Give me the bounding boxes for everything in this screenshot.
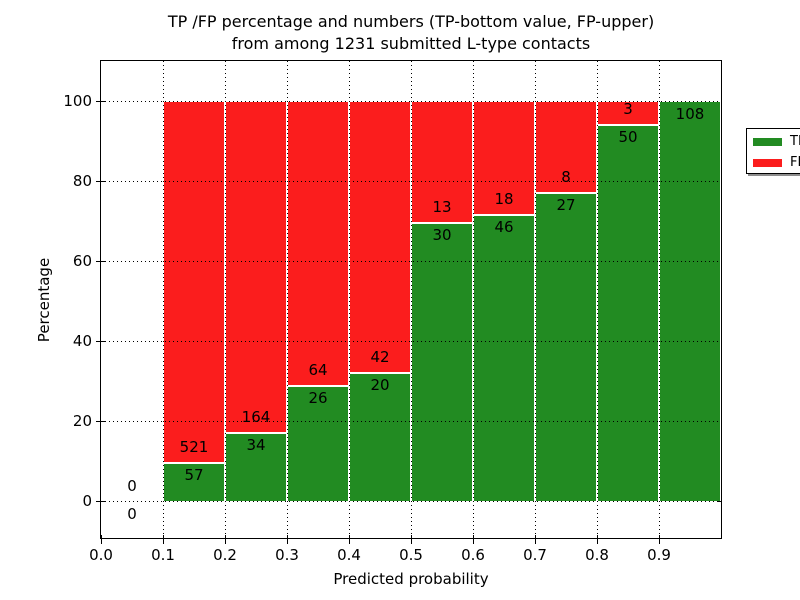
bar-segment-fp xyxy=(473,101,535,214)
y-tick-label: 20 xyxy=(72,412,92,430)
tp-count-label: 20 xyxy=(370,375,390,394)
legend-item-fp: FP xyxy=(753,156,800,170)
y-tick-label: 100 xyxy=(63,92,92,110)
fp-count-label: 0 xyxy=(127,477,137,495)
x-tick-mark xyxy=(225,535,226,544)
plot-area: 0 0 57 521 34 164 26 64 20 42 30 13 46 18 27 8 50 3 108 TP… xyxy=(100,60,800,539)
x-tick-label: 0.7 xyxy=(523,546,547,564)
y-tick-mark xyxy=(96,341,105,342)
fp-count-label: 3 xyxy=(623,99,633,118)
x-tick-label: 0.9 xyxy=(647,546,671,564)
y-tick-mark xyxy=(96,181,105,182)
y-tick-mark xyxy=(96,101,105,102)
tp-count-label: 50 xyxy=(618,127,638,146)
bar-segment-tp xyxy=(225,432,287,501)
tp-count-label: 108 xyxy=(675,105,705,123)
y-axis-label: Percentage xyxy=(35,257,53,343)
tp-count-label: 57 xyxy=(184,465,204,484)
x-tick-mark xyxy=(473,535,474,544)
bar-segment-fp xyxy=(535,101,597,193)
x-tick-label: 0.5 xyxy=(399,546,423,564)
tp-count-label: 30 xyxy=(432,225,452,244)
x-tick-label: 0.0 xyxy=(89,546,113,564)
v-gridline xyxy=(287,61,288,538)
legend-item-tp: TP xyxy=(753,135,800,149)
fp-count-label: 8 xyxy=(561,168,571,187)
bar-segment-tp xyxy=(287,385,349,501)
fp-legend-label: FP xyxy=(790,155,800,170)
y-tick-label: 60 xyxy=(72,252,92,270)
y-tick-label: 40 xyxy=(72,332,92,350)
v-gridline xyxy=(163,61,164,538)
fp-count-label: 18 xyxy=(494,189,514,208)
bar-segment-tp xyxy=(411,221,473,501)
y-tick-mark xyxy=(96,261,105,262)
v-gridline xyxy=(225,61,226,538)
x-tick-mark xyxy=(535,535,536,544)
x-tick-label: 0.2 xyxy=(213,546,237,564)
x-tick-label: 0.6 xyxy=(461,546,485,564)
tp-count-label: 46 xyxy=(494,217,514,236)
x-tick-label: 0.4 xyxy=(337,546,361,564)
v-gridline xyxy=(535,61,536,538)
y-tick-mark xyxy=(96,421,105,422)
bar-segment-tp xyxy=(349,371,411,501)
fp-count-label: 521 xyxy=(179,437,209,456)
fp-legend-swatch xyxy=(753,159,782,167)
bar-segment-fp xyxy=(411,101,473,222)
chart-title-line-1: TP /FP percentage and numbers (TP-bottom… xyxy=(167,12,655,31)
tp-legend-label: TP xyxy=(790,134,800,149)
v-gridline xyxy=(473,61,474,538)
bar-segment-tp xyxy=(597,123,659,501)
tp-count-label: 0 xyxy=(127,505,137,523)
y-tick-label: 80 xyxy=(72,172,92,190)
bar-segment-tp xyxy=(163,461,225,501)
bar-segment-fp xyxy=(287,101,349,386)
tp-legend-swatch xyxy=(753,138,782,146)
fp-count-label: 64 xyxy=(308,361,328,380)
x-axis-label: Predicted probability xyxy=(333,570,489,588)
x-tick-mark xyxy=(659,535,660,544)
bar-segment-fp xyxy=(349,101,411,372)
x-tick-mark xyxy=(287,535,288,544)
chart-title-line-2: from among 1231 submitted L-type contact… xyxy=(231,34,591,53)
tp-count-label: 34 xyxy=(246,436,266,455)
bar-segment-tp xyxy=(659,101,721,501)
fp-count-label: 13 xyxy=(432,197,452,216)
tp-count-label: 26 xyxy=(308,389,328,408)
v-gridline xyxy=(411,61,412,538)
x-tick-mark xyxy=(597,535,598,544)
v-gridline xyxy=(659,61,660,538)
bar-segment-tp xyxy=(535,192,597,501)
x-tick-label: 0.1 xyxy=(151,546,175,564)
x-tick-label: 0.8 xyxy=(585,546,609,564)
v-gridline xyxy=(349,61,350,538)
fp-count-label: 164 xyxy=(241,408,271,427)
bar-segment-fp xyxy=(225,101,287,433)
bar-segment-tp xyxy=(473,213,535,501)
x-tick-mark xyxy=(411,535,412,544)
x-tick-mark xyxy=(349,535,350,544)
x-tick-label: 0.3 xyxy=(275,546,299,564)
bar-segment-fp xyxy=(163,101,225,462)
fp-count-label: 42 xyxy=(370,347,390,366)
x-tick-mark xyxy=(163,535,164,544)
y-tick-mark xyxy=(96,501,105,502)
v-gridline xyxy=(597,61,598,538)
y-tick-label: 0 xyxy=(82,492,92,510)
x-tick-mark xyxy=(101,535,102,544)
tp-count-label: 27 xyxy=(556,196,576,215)
legend: TP FP xyxy=(746,128,800,174)
